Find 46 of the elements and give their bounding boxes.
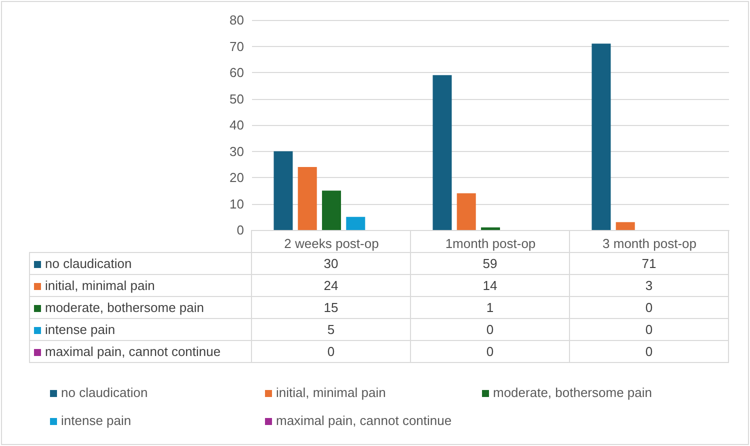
data-label: 5 (252, 318, 410, 340)
x-tick-label: 2 weeks post-op (284, 236, 379, 251)
bar (616, 222, 635, 230)
text: initial, minimal pain (276, 385, 386, 400)
data-label: 24 (252, 274, 410, 296)
x-tick-label: 3 month post-op (602, 236, 696, 251)
bar (481, 227, 500, 230)
bar (456, 193, 476, 230)
legend-label: maximal pain, cannot continue (30, 340, 252, 362)
data-label: 15 (252, 296, 410, 318)
bar (592, 44, 611, 230)
y-tick-label: 10 (230, 196, 244, 212)
data-label: 71 (570, 252, 728, 274)
data-label: 3 (570, 274, 728, 296)
bar (346, 216, 366, 230)
legend-label: intense pain (30, 318, 252, 340)
data-label: 0 (410, 340, 570, 362)
data-label: 0 (410, 318, 570, 340)
y-tick-label: 40 (230, 118, 244, 132)
legend-label: no claudication (30, 252, 252, 274)
y-tick-label: 80 (230, 12, 244, 28)
bar (298, 167, 317, 230)
legend-label: initial, minimal pain (30, 274, 252, 296)
data-label: 0 (252, 340, 410, 362)
y-tick-label: 60 (230, 65, 244, 80)
data-label: 1 (410, 296, 570, 318)
bar (274, 151, 293, 230)
data-label: 0 (570, 296, 728, 318)
data-label: 0 (570, 318, 728, 340)
text: no claudication (61, 385, 148, 400)
bar (322, 190, 341, 230)
bar (432, 75, 452, 230)
text: maximal pain, cannot continue (276, 413, 452, 428)
y-tick-label: 70 (230, 38, 244, 54)
y-tick-label: 0 (236, 222, 244, 238)
data-label: 14 (410, 274, 570, 296)
legend-label: moderate, bothersome pain (30, 296, 252, 318)
data-label: 0 (570, 340, 728, 362)
text: moderate, bothersome pain (493, 385, 652, 400)
text: intense pain (61, 413, 132, 428)
data-label: 59 (410, 252, 570, 274)
data-label: 30 (252, 252, 410, 274)
y-tick-label: 30 (230, 144, 244, 159)
y-tick-label: 50 (230, 91, 244, 106)
y-tick-label: 20 (230, 170, 244, 185)
x-tick-label: 1month post-op (445, 236, 536, 251)
